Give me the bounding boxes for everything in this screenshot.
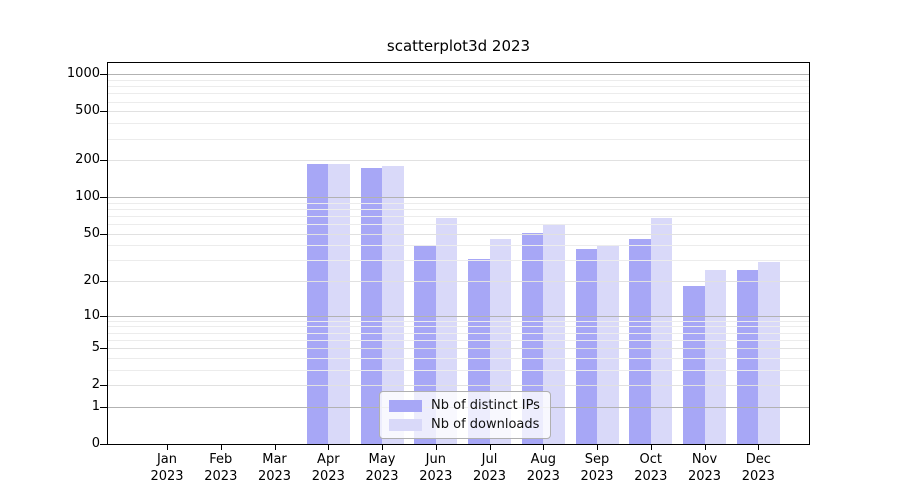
gridline-minor (108, 101, 809, 103)
bar-oct-downloads (650, 218, 673, 444)
bar-apr-downloads (328, 164, 350, 444)
y-tick-label: 100 (75, 189, 100, 205)
x-tick-mark (167, 445, 168, 450)
x-tick-label: Aug 2023 (526, 452, 560, 484)
x-tick-label: Feb 2023 (204, 452, 238, 484)
x-tick-label: Mar 2023 (257, 452, 292, 484)
gridline-major (108, 281, 809, 283)
x-tick-label: Sep 2023 (580, 452, 614, 484)
chart-title: scatterplot3d 2023 (386, 37, 531, 55)
bar-dec-downloads (758, 262, 780, 444)
y-tick-mark (100, 197, 107, 199)
x-tick-label: Jun 2023 (419, 452, 453, 484)
x-tick-label: Dec 2023 (741, 452, 775, 484)
bar-may-ips (360, 168, 382, 444)
x-tick-mark (328, 445, 330, 450)
y-tick-label: 20 (83, 273, 100, 289)
gridline-minor (108, 202, 809, 204)
gridline-major (108, 315, 809, 317)
x-tick-mark (489, 445, 491, 450)
gridline-minor (108, 224, 809, 225)
gridline-minor (108, 123, 809, 125)
y-tick-mark (100, 406, 107, 408)
plot-area (107, 62, 810, 445)
legend-item-downloads: Nb of downloads (389, 417, 540, 432)
gridline-major (108, 385, 809, 387)
bar-sep-ips (575, 249, 597, 444)
x-tick-label: May 2023 (365, 452, 399, 484)
gridline-minor (108, 332, 809, 334)
legend-label-downloads: Nb of downloads (431, 417, 540, 432)
x-tick-label: Jul 2023 (472, 452, 507, 484)
y-tick-mark (100, 111, 107, 113)
bar-aug-downloads (543, 224, 565, 444)
gridline-minor (108, 357, 809, 359)
gridline-minor (108, 138, 809, 140)
y-tick-mark (100, 385, 107, 387)
gridline-minor (108, 369, 809, 371)
y-tick-mark (100, 348, 107, 350)
gridline-major (108, 348, 809, 350)
gridline-minor (108, 208, 809, 210)
x-tick-mark (220, 445, 222, 450)
gridline-minor (108, 86, 809, 88)
legend-label-distinct-ips: Nb of distinct IPs (431, 398, 540, 413)
y-tick-label: 2 (91, 377, 100, 393)
y-tick-label: 5 (91, 340, 100, 356)
gridline-major (108, 197, 809, 199)
y-tick-label: 10 (83, 307, 100, 323)
x-tick-label: Jan 2023 (150, 452, 184, 484)
y-tick-mark (100, 74, 107, 76)
legend-item-distinct-ips: Nb of distinct IPs (389, 398, 540, 413)
y-tick-mark (100, 160, 107, 162)
gridline-minor (108, 245, 809, 247)
x-tick-mark (758, 445, 760, 450)
gridline-minor (108, 320, 809, 322)
gridline-minor (108, 80, 809, 81)
gridline-major (108, 111, 809, 113)
bar-oct-ips (629, 239, 651, 444)
bar-dec-ips (736, 269, 759, 444)
y-tick-label: 200 (75, 152, 100, 168)
x-tick-label: Oct 2023 (634, 452, 668, 484)
gridline-major (108, 160, 809, 162)
bar-apr-ips (306, 163, 329, 444)
x-tick-mark (650, 445, 652, 450)
y-tick-label: 50 (83, 225, 100, 241)
gridline-minor (108, 93, 809, 95)
gridline-major (108, 74, 809, 76)
x-tick-mark (435, 445, 437, 450)
x-tick-mark (597, 445, 598, 450)
bar-jun-downloads (435, 218, 458, 444)
gridline-minor (108, 326, 809, 328)
bar-sep-downloads (597, 245, 619, 444)
y-tick-label: 1 (91, 398, 100, 414)
y-tick-mark (100, 315, 107, 317)
legend-swatch-downloads (389, 418, 422, 431)
y-tick-mark (100, 281, 107, 283)
y-tick-mark (100, 233, 107, 235)
x-tick-mark (382, 445, 383, 450)
x-tick-mark (704, 445, 706, 450)
x-tick-mark (274, 445, 276, 450)
y-tick-label: 1000 (66, 66, 100, 82)
y-tick-label: 0 (91, 436, 100, 451)
y-tick-label: 500 (75, 103, 100, 119)
gridline-minor (108, 339, 809, 341)
bar-may-downloads (382, 166, 404, 444)
x-tick-label: Apr 2023 (311, 452, 345, 484)
legend: Nb of distinct IPs Nb of downloads (379, 391, 551, 439)
x-tick-label: Nov 2023 (687, 452, 722, 484)
gridline-minor (108, 260, 809, 262)
bar-nov-downloads (704, 269, 726, 444)
y-tick-mark (100, 444, 107, 445)
gridline-major (108, 233, 809, 235)
gridline-minor (108, 215, 809, 217)
x-tick-mark (543, 445, 545, 450)
legend-swatch-distinct-ips (389, 399, 422, 412)
bar-nov-ips (683, 286, 705, 444)
